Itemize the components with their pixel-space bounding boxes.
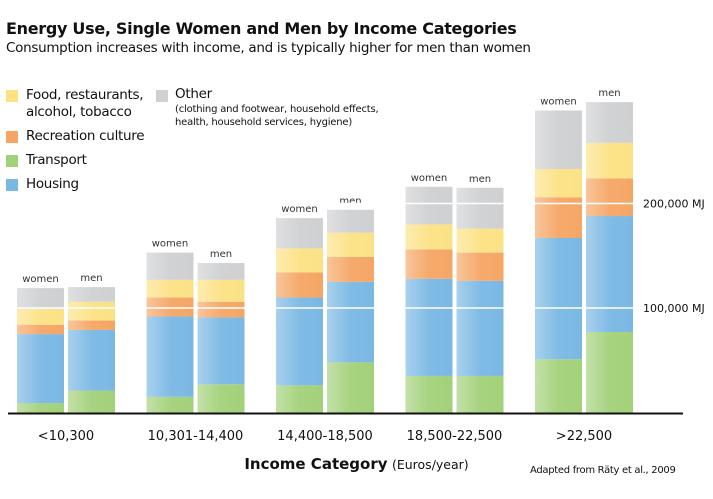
bar-group-label: men: [339, 196, 361, 207]
x-tick-label: 14,400-18,500: [277, 429, 373, 444]
bar-segment-sheen: [456, 280, 504, 376]
bar-segment-sheen: [276, 297, 323, 386]
x-axis-title: Income Category (Euros/year): [0, 455, 713, 473]
bar-segment-sheen: [535, 359, 582, 413]
bar-group-label: men: [469, 174, 491, 185]
bar-segment-sheen: [17, 403, 64, 413]
bar-segment-sheen: [327, 362, 374, 413]
legend-item-recreation: Recreation culture: [26, 128, 145, 144]
bar-segment-sheen: [197, 317, 245, 385]
source-note: Adapted from Räty et al., 2009: [530, 465, 676, 476]
bar-segment-sheen: [17, 324, 64, 335]
bar-segment-sheen: [327, 256, 374, 282]
bar-group-label: men: [80, 273, 102, 284]
bar-segment-sheen: [197, 301, 245, 318]
y-tick-label: 100,000 MJ: [643, 302, 705, 315]
bar-segment-sheen: [197, 279, 245, 302]
bar-group-label: men: [598, 88, 620, 99]
x-tick-label: >22,500: [556, 429, 612, 444]
bar-segment-sheen: [586, 142, 633, 179]
legend-note: health, household services, hygiene): [175, 117, 353, 128]
bar-segment-sheen: [405, 186, 453, 225]
legend-item-other: Other (clothing and footwear, household …: [175, 86, 379, 129]
bar-group-label: women: [152, 239, 189, 250]
y-tick-label: 200,000 MJ: [643, 198, 705, 211]
bar-segment-sheen: [68, 287, 115, 302]
bar-segment-sheen: [456, 375, 504, 413]
bar-segment-sheen: [456, 228, 504, 253]
bar-segment-sheen: [146, 297, 194, 317]
chart-subtitle: Consumption increases with income, and i…: [6, 40, 531, 56]
bar-segment-sheen: [586, 102, 633, 143]
bar-segment-sheen: [327, 209, 374, 233]
x-axis-label: Income Category: [244, 455, 388, 473]
bar-segment-sheen: [197, 384, 245, 413]
bar-group-label: women: [22, 274, 59, 285]
bar-segment-sheen: [17, 309, 64, 325]
bar-group-label: women: [411, 173, 448, 184]
bar-segment-sheen: [146, 396, 194, 413]
x-tick-label: 18,500-22,500: [407, 429, 503, 444]
bar-segment-sheen: [68, 390, 115, 413]
bar-segment-sheen: [405, 224, 453, 250]
legend-note: (clothing and footwear, household effect…: [175, 104, 379, 115]
bar-segment-sheen: [146, 252, 194, 280]
bar-segment-sheen: [68, 301, 115, 321]
bar-group-label: women: [281, 204, 318, 215]
bar-segment-sheen: [535, 237, 582, 360]
bar-segment-sheen: [197, 263, 245, 280]
bar-segment-sheen: [405, 249, 453, 279]
legend-swatch-other: [156, 90, 168, 102]
bar-segment-sheen: [327, 281, 374, 363]
legend-item-food: Food, restaurants, alcohol, tobacco: [26, 87, 144, 121]
legend-label: Other: [175, 86, 212, 102]
bar-segment-sheen: [276, 272, 323, 298]
bar-segment-sheen: [405, 278, 453, 376]
legend-swatch-housing: [6, 179, 18, 191]
bar-segment-sheen: [456, 252, 504, 281]
bar-segment-sheen: [586, 216, 633, 333]
chart-title: Energy Use, Single Women and Men by Inco…: [6, 19, 517, 38]
bar-segment-sheen: [17, 334, 64, 404]
bar-segment-sheen: [586, 178, 633, 217]
bar-segment-sheen: [535, 110, 582, 170]
legend-label: Food, restaurants,: [26, 87, 144, 103]
x-tick-label: <10,300: [38, 429, 94, 444]
bar-segment-sheen: [17, 288, 64, 310]
legend-swatch-recreation: [6, 131, 18, 143]
legend-item-housing: Housing: [26, 176, 79, 192]
legend-swatch-transport: [6, 155, 18, 167]
bar-segment-sheen: [68, 329, 115, 391]
bar-segment-sheen: [146, 316, 194, 397]
bar-segment-sheen: [276, 385, 323, 413]
bar-segment-sheen: [586, 332, 633, 413]
legend-item-transport: Transport: [26, 152, 87, 168]
bar-segment-sheen: [146, 279, 194, 298]
bar-group-label: men: [210, 249, 232, 260]
x-tick-label: 10,301-14,400: [148, 429, 244, 444]
legend-swatch-food: [6, 90, 18, 102]
bar-segment-sheen: [276, 248, 323, 273]
bar-segment-sheen: [327, 232, 374, 257]
bar-segment-sheen: [535, 169, 582, 198]
bar-segment-sheen: [405, 375, 453, 413]
x-axis-unit: (Euros/year): [391, 457, 469, 472]
bar-segment-sheen: [456, 187, 504, 229]
legend-label: alcohol, tobacco: [26, 104, 132, 120]
bar-group-label: women: [540, 96, 577, 107]
bar-segment-sheen: [276, 218, 323, 249]
bar-segment-sheen: [68, 320, 115, 330]
